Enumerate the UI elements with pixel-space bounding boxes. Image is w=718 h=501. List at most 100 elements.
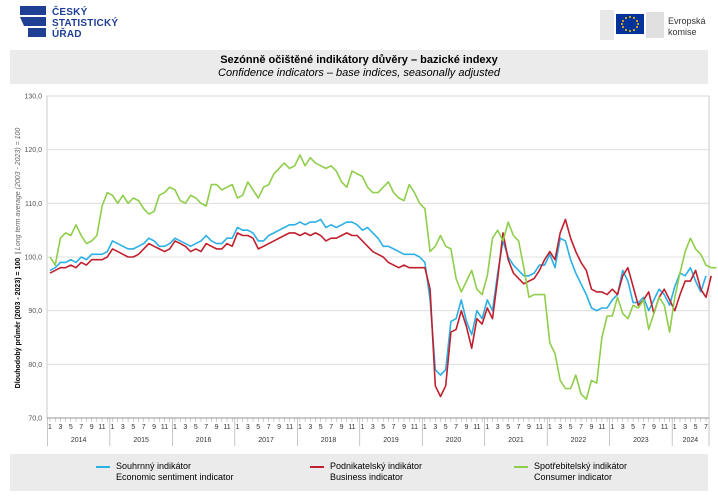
legend-label-economic-en: Economic sentiment indicator <box>116 472 234 482</box>
x-tick-label: 9 <box>527 424 531 431</box>
y-tick-label: 100,0 <box>24 255 42 262</box>
x-tick-label: 1 <box>673 424 677 431</box>
chart-subtitle: Confidence indicators – base indices, se… <box>218 67 500 79</box>
x-tick-label: 7 <box>704 424 708 431</box>
year-label: 2018 <box>321 437 337 444</box>
x-tick-label: 3 <box>121 424 125 431</box>
legend-swatch-consumer <box>514 466 528 468</box>
legend-label-economic: Souhrnný indikátor <box>116 461 192 471</box>
year-label: 2015 <box>133 437 149 444</box>
series-lines <box>49 154 717 401</box>
x-tick-label: 5 <box>694 424 698 431</box>
x-tick-label: 7 <box>204 424 208 431</box>
x-tick-label: 5 <box>506 424 510 431</box>
x-tick-label: 5 <box>319 424 323 431</box>
series-line-business <box>49 218 712 398</box>
x-tick-label: 11 <box>411 424 418 431</box>
chart-title-box: Sezónně očištěné indikátory důvěry – baz… <box>10 50 708 84</box>
x-tick-label: 3 <box>496 424 500 431</box>
legend: Souhrnný indikátor Economic sentiment in… <box>10 454 708 491</box>
x-tick-label: 9 <box>277 424 281 431</box>
x-tick-label: 5 <box>131 424 135 431</box>
x-tick-label: 9 <box>652 424 656 431</box>
csu-line1: ČESKÝ <box>52 7 88 18</box>
x-tick-label: 5 <box>631 424 635 431</box>
x-tick-label: 1 <box>235 424 239 431</box>
x-tick-label: 11 <box>98 424 105 431</box>
x-tick-label: 9 <box>90 424 94 431</box>
x-tick-label: 9 <box>590 424 594 431</box>
legend-label-consumer-en: Consumer indicator <box>534 472 613 482</box>
y-axis-title-cz: Dlouhodobý průměr (2003 - 2023) = 100 <box>14 258 22 389</box>
x-tick-label: 9 <box>152 424 156 431</box>
x-tick-label: 1 <box>610 424 614 431</box>
y-tick-label: 70,0 <box>28 416 42 423</box>
y-tick-label: 80,0 <box>28 362 42 369</box>
series-line-economic <box>49 218 707 376</box>
legend-swatch-business <box>310 466 324 468</box>
x-tick-label: 1 <box>298 424 302 431</box>
x-tick-label: 5 <box>444 424 448 431</box>
year-label: 2022 <box>571 437 587 444</box>
y-tick-label: 110,0 <box>25 201 42 208</box>
x-tick-label: 11 <box>536 424 543 431</box>
year-label: 2024 <box>683 437 699 444</box>
legend-label-business: Podnikatelský indikátor <box>330 461 423 471</box>
header: ČESKÝ STATISTICKÝ ÚŘAD Evropská komise <box>0 0 718 50</box>
year-label: 2020 <box>446 437 462 444</box>
x-tick-label: 5 <box>381 424 385 431</box>
x-tick-label: 7 <box>642 424 646 431</box>
ec-logo-icon <box>600 10 664 40</box>
x-tick-label: 3 <box>683 424 687 431</box>
x-tick-label: 5 <box>256 424 260 431</box>
y-axis-title-en: Long term average (2003 - 2023) = 100 <box>15 128 22 250</box>
legend-swatch-economic <box>96 466 110 468</box>
y-axis-ticks: 70,0 80,0 90,0 100,0 110,0 120,0 130,0 <box>24 94 42 423</box>
csu-logo-icon <box>20 6 46 37</box>
x-tick-label: 1 <box>423 424 427 431</box>
chart-title: Sezónně očištěné indikátory důvěry – baz… <box>220 54 498 66</box>
y-axis-title: Dlouhodobý průměr (2003 - 2023) = 100 | … <box>14 128 22 389</box>
year-label: 2014 <box>71 437 87 444</box>
x-tick-label: 1 <box>111 424 115 431</box>
x-tick-label: 1 <box>173 424 177 431</box>
x-tick-label: 7 <box>517 424 521 431</box>
x-tick-label: 11 <box>661 424 668 431</box>
ek-line2: komise <box>668 27 697 37</box>
x-tick-label: 9 <box>215 424 219 431</box>
x-tick-label: 3 <box>58 424 62 431</box>
x-tick-label: 5 <box>569 424 573 431</box>
x-tick-label: 7 <box>267 424 271 431</box>
x-tick-label: 11 <box>223 424 230 431</box>
x-tick-label: 9 <box>465 424 469 431</box>
x-tick-label: 3 <box>183 424 187 431</box>
csu-line3: ÚŘAD <box>52 29 82 40</box>
x-tick-label: 11 <box>161 424 168 431</box>
y-tick-label: 90,0 <box>28 308 42 315</box>
x-tick-label: 3 <box>246 424 250 431</box>
x-tick-label: 3 <box>308 424 312 431</box>
year-label: 2016 <box>196 437 212 444</box>
year-label: 2019 <box>383 437 399 444</box>
x-tick-label: 1 <box>360 424 364 431</box>
year-label: 2021 <box>508 437 524 444</box>
x-tick-label: 7 <box>392 424 396 431</box>
x-tick-label: 1 <box>548 424 552 431</box>
x-tick-label: 3 <box>621 424 625 431</box>
legend-label-business-en: Business indicator <box>330 472 404 482</box>
ek-line1: Evropská <box>668 16 706 26</box>
x-tick-label: 11 <box>348 424 355 431</box>
x-tick-label: 11 <box>473 424 480 431</box>
gridlines <box>46 95 710 419</box>
x-tick-label: 3 <box>433 424 437 431</box>
series-line-consumer <box>49 154 717 401</box>
x-tick-label: 3 <box>371 424 375 431</box>
csu-logo-text: ČESKÝ STATISTICKÝ ÚŘAD <box>52 7 118 40</box>
y-axis-title-sep: | <box>15 250 22 254</box>
x-tick-label: 1 <box>48 424 52 431</box>
legend-label-consumer: Spotřebitelský indikátor <box>534 461 628 471</box>
x-tick-label: 5 <box>69 424 73 431</box>
y-tick-label: 130,0 <box>24 94 42 101</box>
x-tick-label: 5 <box>194 424 198 431</box>
